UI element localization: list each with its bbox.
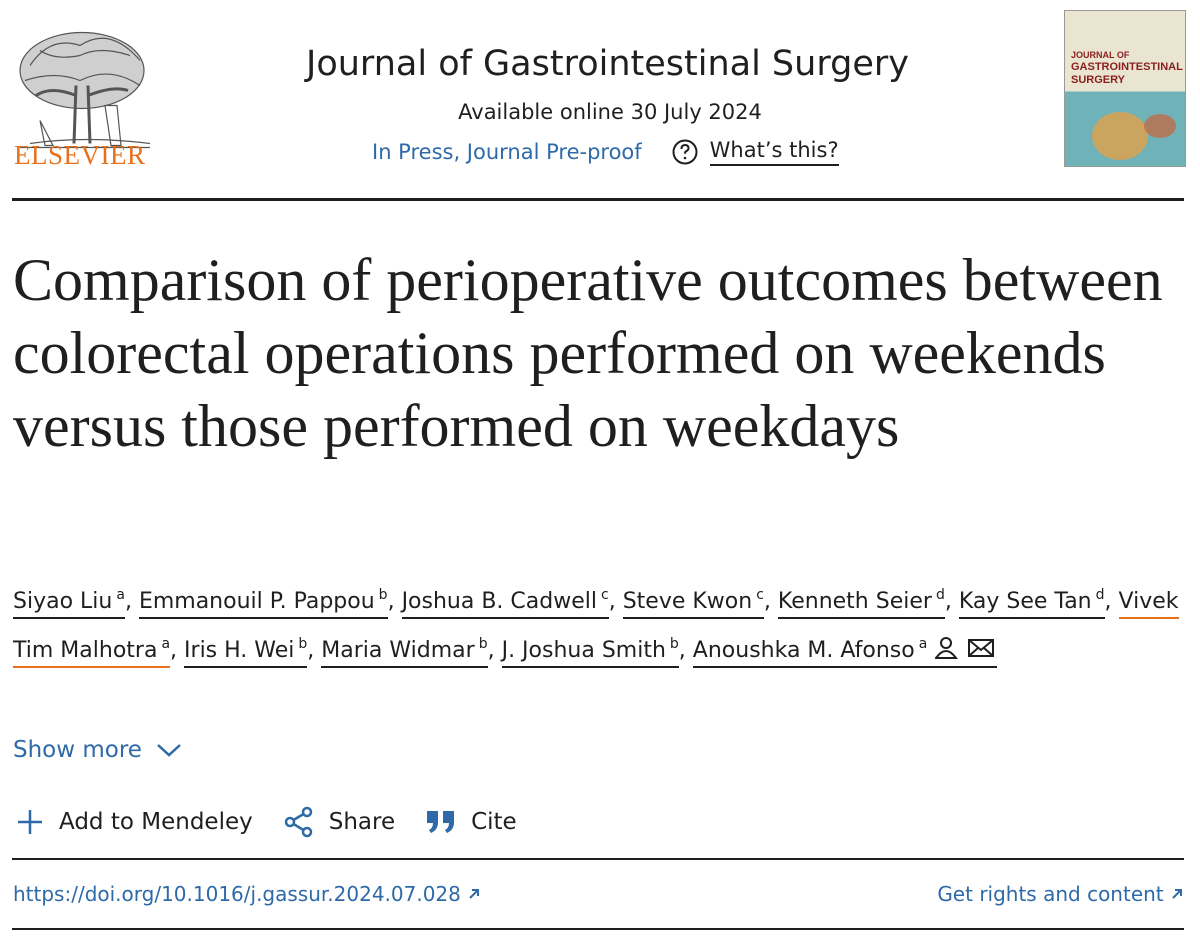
author-name[interactable]: Kay See Tan <box>958 589 1092 614</box>
action-bar: Add to Mendeley Share Cite <box>15 806 517 838</box>
share-icon <box>284 806 312 838</box>
affiliation-mark[interactable]: b <box>298 636 308 652</box>
show-more[interactable]: Show more <box>13 737 182 763</box>
rights-text[interactable]: Get rights and content <box>937 882 1164 906</box>
author-link[interactable]: Joshua B. Cadwell c <box>401 587 609 619</box>
author-name[interactable]: Steve Kwon <box>622 589 753 614</box>
action-label[interactable]: Share <box>328 809 396 835</box>
plus-icon <box>18 810 42 834</box>
author-name[interactable]: Siyao Liu <box>13 589 113 614</box>
affiliation-mark[interactable]: c <box>600 587 609 603</box>
separator: , <box>1104 589 1112 614</box>
divider <box>12 928 1184 930</box>
external-icon <box>469 889 480 899</box>
help-icon[interactable] <box>672 139 698 165</box>
author-icons <box>934 637 995 659</box>
author-list: Siyao Liu a, Emmanouil P. Pappou b, Joshua… <box>13 574 1188 672</box>
journal-cover[interactable]: JOURNAL OF GASTROINTESTINAL SURGERY <box>1064 10 1186 167</box>
affiliation-mark[interactable]: a <box>918 636 928 652</box>
author-link[interactable]: Kenneth Seier d <box>777 587 945 619</box>
share-button[interactable]: Share <box>283 806 395 838</box>
author-name[interactable]: Kenneth Seier <box>777 589 932 614</box>
author-link[interactable]: Anoushka M. Afonso a <box>692 636 998 668</box>
external-icon <box>1172 889 1182 899</box>
separator: , <box>170 638 178 663</box>
author-name[interactable]: Vivek Tim Malhotra <box>13 589 1179 663</box>
divider <box>12 198 1184 201</box>
mendeley-button[interactable]: Add to Mendeley <box>15 806 253 838</box>
publisher-name[interactable]: ELSEVIER <box>14 140 146 170</box>
cover-text: SURGERY <box>1071 74 1125 86</box>
author-link[interactable]: Maria Widmar b <box>321 636 488 668</box>
cover-art <box>1092 112 1176 160</box>
author-link[interactable]: Iris H. Wei b <box>184 636 308 668</box>
help-link[interactable]: What’s this? <box>709 138 839 166</box>
cite-button[interactable]: Cite <box>425 806 517 838</box>
affiliation-mark[interactable]: b <box>378 587 388 603</box>
author-name[interactable]: Joshua B. Cadwell <box>401 589 597 614</box>
affiliation-mark[interactable]: b <box>669 636 679 652</box>
affiliation-mark[interactable]: d <box>1095 587 1105 603</box>
author-name[interactable]: J. Joshua Smith <box>501 638 666 663</box>
author-name[interactable]: Maria Widmar <box>321 638 475 663</box>
status-row: In Press, Journal Pre-proof What’s this? <box>372 138 839 166</box>
separator: , <box>608 589 616 614</box>
rights-link[interactable]: Get rights and content <box>937 882 1184 906</box>
publisher-logo[interactable] <box>10 8 160 173</box>
separator: , <box>763 589 771 614</box>
show-more-label[interactable]: Show more <box>13 737 142 763</box>
article-title: Comparison of perioperative outcomes bet… <box>13 247 1163 459</box>
cover-text: JOURNAL OF <box>1071 50 1130 60</box>
affiliation-mark[interactable]: c <box>756 587 764 603</box>
author-link[interactable]: J. Joshua Smith b <box>501 636 679 668</box>
author-link[interactable]: Siyao Liu a <box>13 587 125 619</box>
author-link[interactable]: Steve Kwon c <box>622 587 764 619</box>
quote-icon <box>427 811 455 833</box>
affiliation-mark[interactable]: d <box>935 587 945 603</box>
divider <box>12 858 1184 860</box>
action-label[interactable]: Cite <box>471 809 517 835</box>
separator: , <box>387 589 395 614</box>
cover-text: GASTROINTESTINAL <box>1071 61 1183 73</box>
journal-name[interactable]: Journal of Gastrointestinal Surgery <box>306 44 909 84</box>
affiliation-mark[interactable]: b <box>478 636 488 652</box>
author-link[interactable]: Vivek Tim Malhotra a <box>13 589 1179 668</box>
author-name[interactable]: Iris H. Wei <box>184 638 295 663</box>
author-link[interactable]: Kay See Tan d <box>958 587 1105 619</box>
separator: , <box>124 589 132 614</box>
author-name[interactable]: Anoushka M. Afonso <box>692 638 915 663</box>
separator: , <box>307 638 315 663</box>
availability: Available online 30 July 2024 <box>458 100 762 124</box>
chevron-icon <box>157 744 181 757</box>
status-link[interactable]: In Press, Journal Pre-proof <box>372 140 642 164</box>
author-name[interactable]: Emmanouil P. Pappou <box>138 589 375 614</box>
author-link[interactable]: Emmanouil P. Pappou b <box>138 587 388 619</box>
action-label[interactable]: Add to Mendeley <box>59 809 253 835</box>
separator: , <box>678 638 686 663</box>
affiliation-mark[interactable]: a <box>116 587 125 603</box>
separator: , <box>487 638 495 663</box>
affiliation-mark[interactable]: a <box>161 636 171 652</box>
doi-text[interactable]: https://doi.org/10.1016/j.gassur.2024.07… <box>13 882 461 906</box>
separator: , <box>944 589 952 614</box>
doi-link[interactable]: https://doi.org/10.1016/j.gassur.2024.07… <box>13 882 481 906</box>
